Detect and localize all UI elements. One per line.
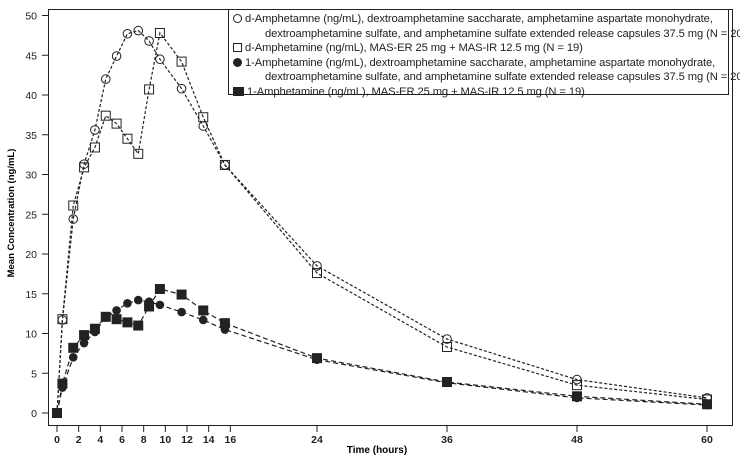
y-tick-label: 15 bbox=[25, 289, 37, 301]
filled-circle-icon bbox=[233, 57, 242, 67]
x-tick-label: 4 bbox=[97, 434, 103, 446]
data-point-filled-circle bbox=[177, 307, 186, 317]
data-point-filled-square bbox=[702, 399, 712, 410]
x-tick-label: 12 bbox=[181, 434, 193, 446]
data-point-filled-square bbox=[176, 289, 187, 300]
data-point-filled-square bbox=[572, 391, 582, 402]
legend-item-l-amph-er: 1-Amphetamine (ng/mL), dextroamphetamine… bbox=[233, 56, 728, 71]
data-point-filled-square bbox=[154, 283, 165, 294]
data-point-open-square bbox=[57, 314, 68, 325]
data-point-filled-square bbox=[89, 323, 100, 334]
data-point-open-square bbox=[122, 133, 133, 144]
data-point-filled-circle bbox=[123, 298, 132, 308]
y-tick-label: 30 bbox=[25, 170, 37, 182]
y-tick-label: 0 bbox=[31, 408, 37, 420]
legend-label-cont: dextroamphetamine sulfate, and amphetami… bbox=[265, 71, 740, 84]
legend-label-cont: dextroamphetamine sulfate, and amphetami… bbox=[265, 27, 740, 40]
y-tick-label: 20 bbox=[25, 249, 37, 261]
x-tick-label: 0 bbox=[54, 434, 60, 446]
y-tick-label: 25 bbox=[25, 209, 37, 221]
data-point-open-square bbox=[111, 118, 122, 129]
data-point-filled-square bbox=[79, 330, 90, 341]
x-tick-label: 48 bbox=[571, 434, 583, 446]
data-point-open-square bbox=[312, 268, 322, 279]
series-line-2 bbox=[56, 31, 708, 414]
data-point-filled-square bbox=[144, 301, 155, 312]
series-line-3 bbox=[56, 299, 708, 414]
x-tick-label: 2 bbox=[76, 434, 82, 446]
data-point-open-square bbox=[198, 112, 209, 123]
data-point-open-circle bbox=[572, 374, 582, 385]
legend-label: d-Amphetamine (ng/mL), MAS-ER 25 mg + MA… bbox=[245, 42, 583, 55]
y-tick-label: 5 bbox=[31, 368, 37, 380]
data-point-open-square bbox=[144, 84, 155, 95]
legend-label: d-Amphetamne (ng/mL), dextroamphetamine … bbox=[245, 13, 713, 25]
data-point-open-circle bbox=[155, 54, 165, 65]
x-tick-label: 60 bbox=[701, 434, 713, 446]
data-point-open-circle bbox=[176, 83, 187, 94]
data-point-filled-square bbox=[100, 311, 111, 322]
data-point-open-square bbox=[89, 142, 100, 153]
data-point-filled-circle bbox=[155, 300, 165, 310]
x-tick-label: 36 bbox=[441, 434, 453, 446]
data-point-filled-square bbox=[111, 314, 122, 325]
data-point-open-circle bbox=[122, 28, 133, 39]
data-point-filled-square bbox=[68, 342, 79, 353]
y-axis-label: Mean Concentration (ng/mL) bbox=[6, 149, 17, 278]
x-tick-label: 14 bbox=[203, 434, 215, 446]
data-point-open-square bbox=[100, 110, 111, 121]
data-point-open-circle bbox=[133, 25, 144, 36]
data-point-filled-square bbox=[52, 408, 62, 418]
legend-label: 1-Amphetamine (ng/mL), dextroamphetamine… bbox=[245, 56, 716, 69]
x-tick-label: 6 bbox=[119, 434, 125, 446]
data-point-filled-circle bbox=[79, 338, 89, 348]
data-point-open-square bbox=[154, 27, 165, 38]
data-point-open-square bbox=[442, 342, 452, 353]
legend-item-l-amph-mas: 1-Amphetamine (ng/mL), MAS-ER 25 mg + MA… bbox=[233, 85, 728, 100]
filled-square-icon bbox=[233, 86, 244, 96]
legend-item-d-amph-mas: d-Amphetamine (ng/mL), MAS-ER 25 mg + MA… bbox=[233, 41, 728, 56]
legend-label: 1-Amphetamine (ng/mL), MAS-ER 25 mg + MA… bbox=[247, 85, 585, 98]
y-tick-label: 50 bbox=[25, 11, 37, 23]
series-line-4 bbox=[56, 288, 708, 414]
data-point-open-square bbox=[219, 159, 230, 170]
data-point-open-circle bbox=[312, 261, 322, 271]
data-point-open-square bbox=[68, 200, 79, 211]
data-point-open-circle bbox=[442, 334, 452, 344]
y-tick-label: 45 bbox=[25, 50, 37, 62]
open-square-icon bbox=[233, 43, 242, 53]
x-tick-label: 10 bbox=[159, 434, 171, 446]
data-point-open-circle bbox=[111, 51, 122, 61]
data-point-filled-square bbox=[312, 353, 322, 364]
data-point-filled-square bbox=[198, 305, 209, 316]
data-point-open-square bbox=[133, 148, 144, 159]
legend: d-Amphetamne (ng/mL), dextroamphetamine … bbox=[228, 9, 740, 98]
data-point-filled-square bbox=[57, 378, 68, 389]
data-point-open-circle bbox=[68, 214, 79, 224]
data-point-filled-circle bbox=[133, 295, 143, 305]
data-point-open-square bbox=[572, 380, 582, 391]
data-point-open-square bbox=[79, 162, 90, 173]
data-point-filled-square bbox=[122, 317, 133, 328]
data-point-open-square bbox=[176, 56, 187, 67]
open-circle-icon bbox=[233, 14, 242, 23]
data-point-filled-square bbox=[133, 320, 144, 331]
data-point-open-circle bbox=[90, 125, 100, 135]
data-point-filled-circle bbox=[68, 353, 78, 362]
x-tick-label: 8 bbox=[141, 434, 147, 446]
x-tick-label: 16 bbox=[224, 434, 236, 446]
y-tick-label: 10 bbox=[25, 329, 37, 341]
legend-item-d-amph-er: d-Amphetamne (ng/mL), dextroamphetamine … bbox=[233, 12, 728, 27]
data-point-filled-square bbox=[442, 376, 452, 387]
x-tick-label: 24 bbox=[311, 434, 323, 446]
data-point-filled-circle bbox=[112, 306, 121, 315]
y-tick-label: 35 bbox=[25, 130, 37, 142]
x-axis-label: Time (hours) bbox=[347, 445, 407, 456]
data-point-open-circle bbox=[100, 74, 111, 84]
data-point-open-circle bbox=[144, 36, 154, 46]
y-tick-label: 40 bbox=[25, 90, 37, 102]
data-point-filled-square bbox=[219, 318, 230, 329]
data-point-filled-circle bbox=[198, 315, 208, 325]
